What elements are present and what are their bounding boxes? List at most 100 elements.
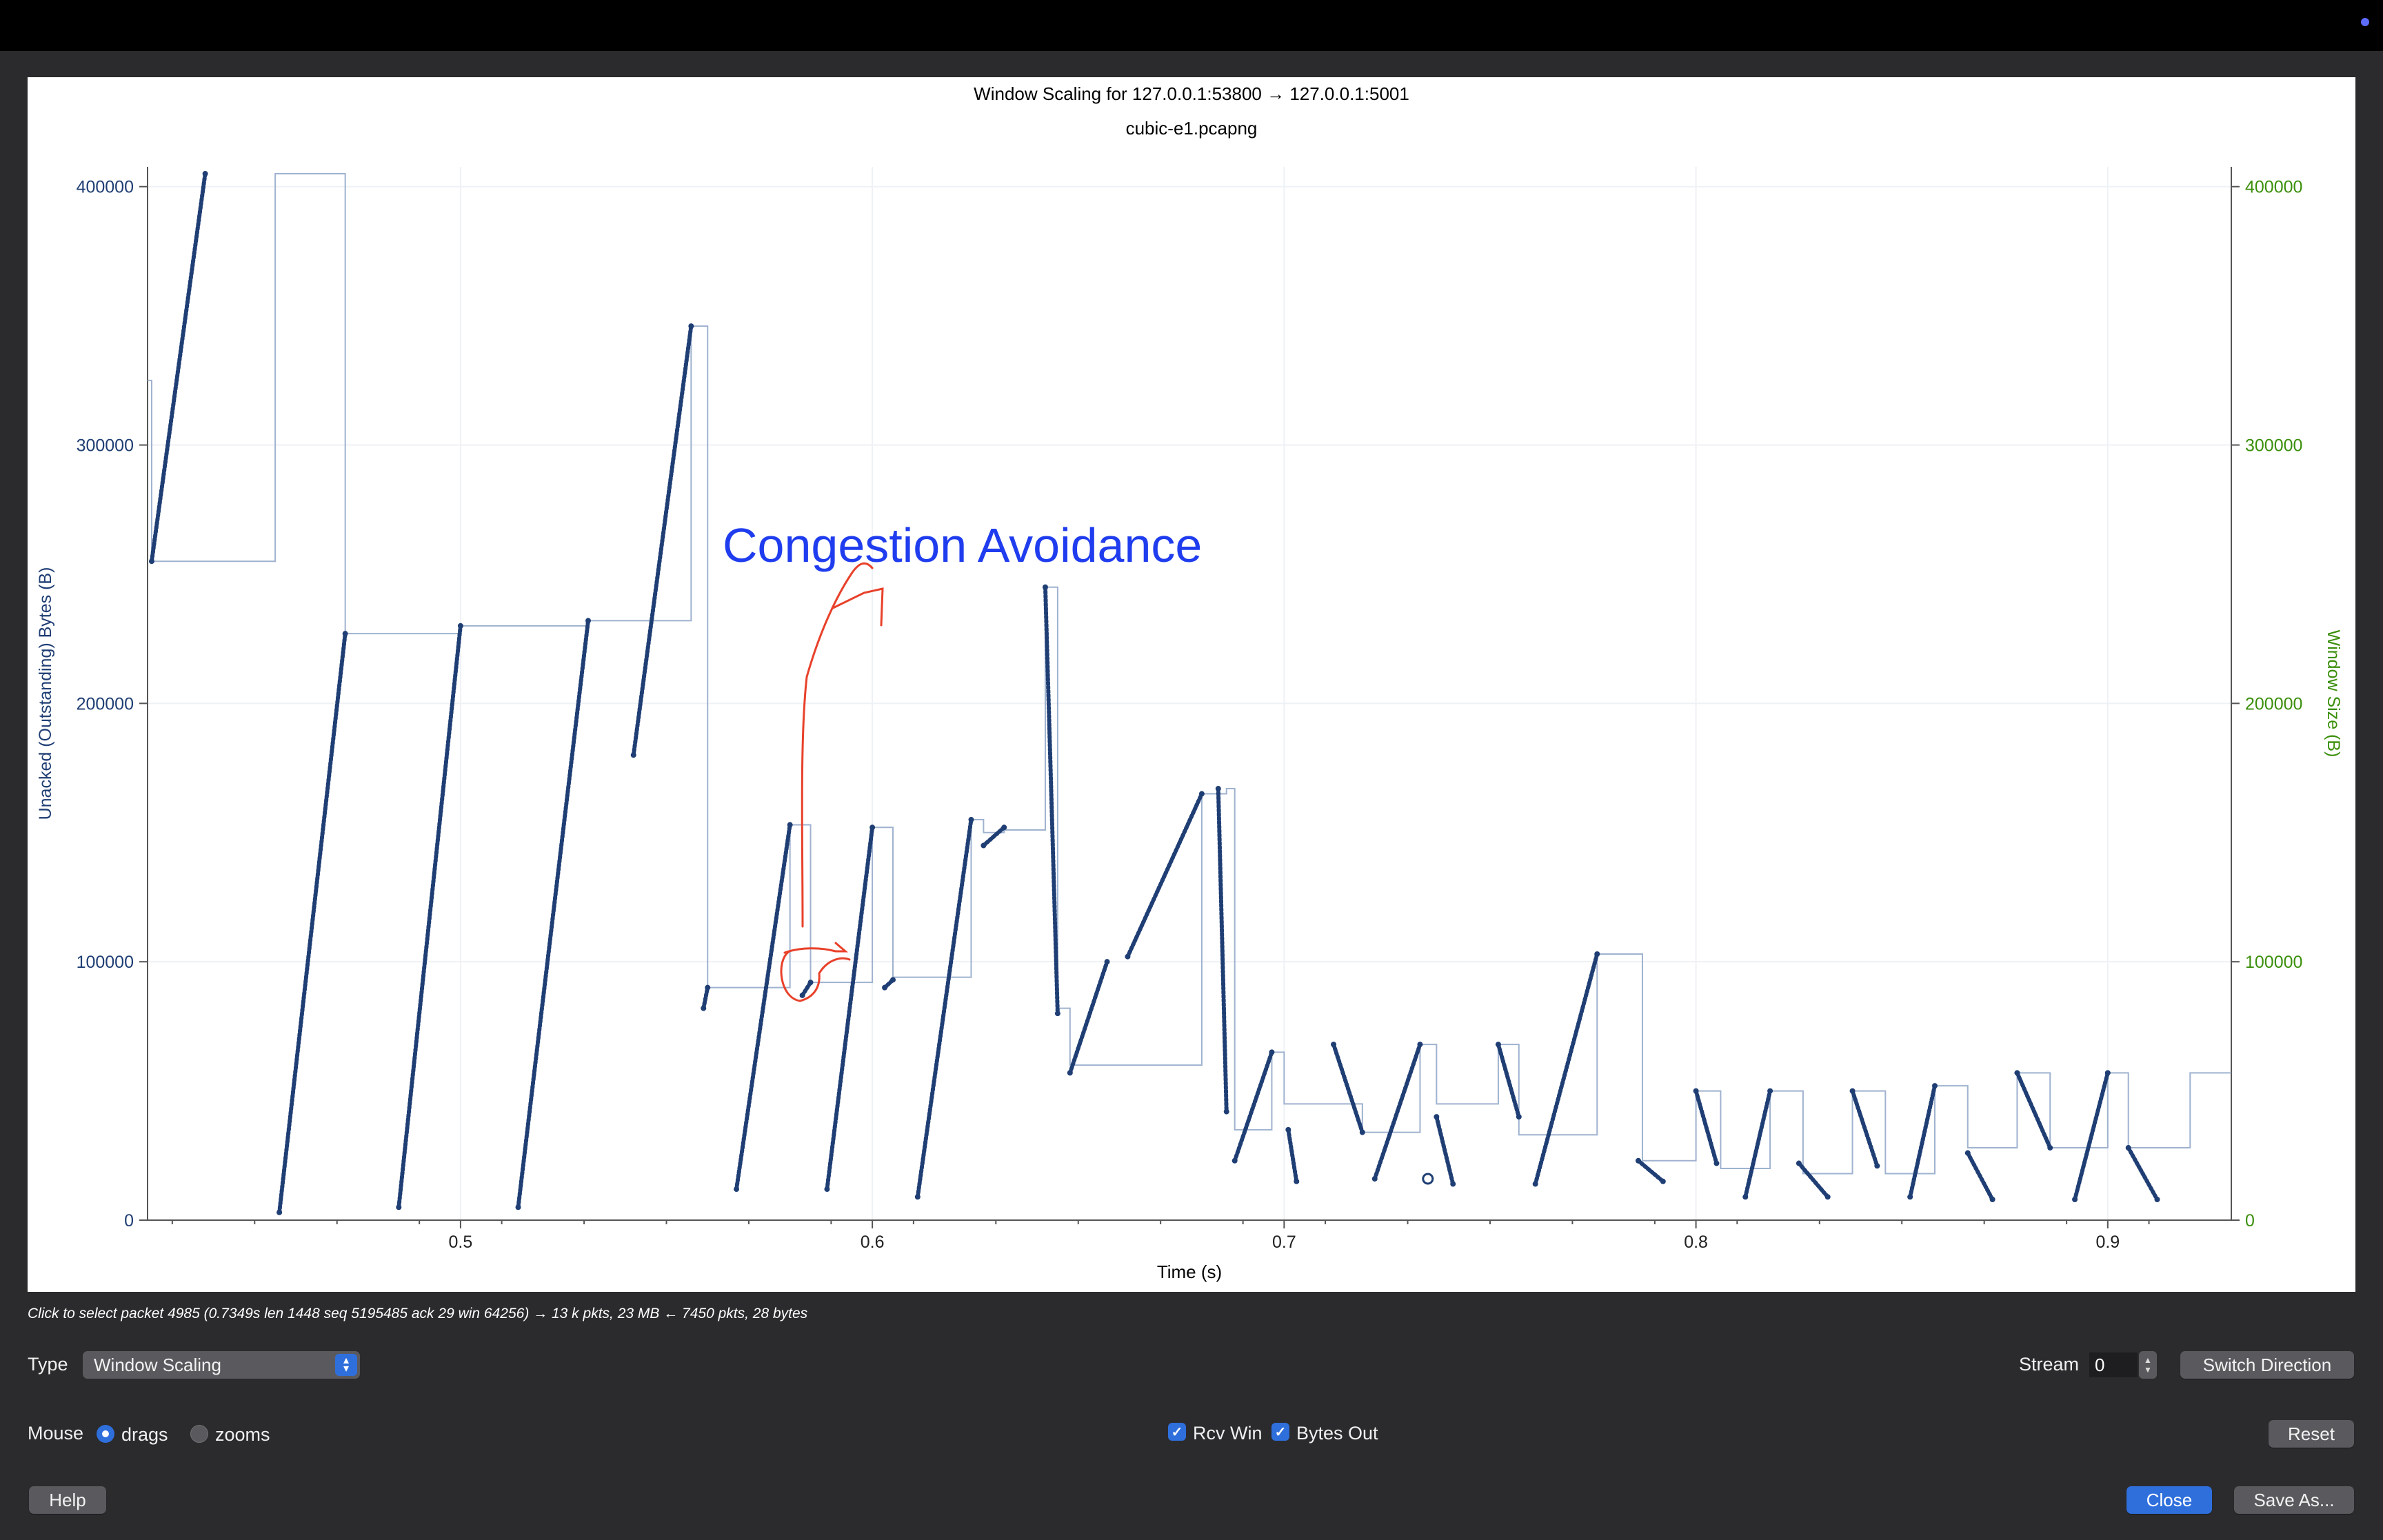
bytes-out-point (1223, 1108, 1229, 1115)
bytes-out-point (1989, 1197, 1995, 1203)
bytes-out-point (276, 1209, 283, 1215)
bytes-out-point (1215, 786, 1221, 792)
bytes-out-point (1054, 1011, 1060, 1017)
bytes-out-point (342, 631, 348, 637)
bytes-out-point (734, 1186, 740, 1193)
y-tick-label-left: 300000 (77, 436, 134, 456)
bytes-out-segment (1693, 1088, 1719, 1166)
bytes-out-segment (2015, 1071, 2053, 1151)
annotation-arrow-head (832, 587, 884, 627)
plot-area (148, 171, 2231, 1215)
rcv-win-checkbox[interactable]: ✓ (1168, 1423, 1186, 1441)
bytes-out-segment (277, 631, 348, 1215)
y-tick-label-right: 100000 (2245, 953, 2302, 972)
bytes-out-segment (701, 985, 710, 1011)
help-button[interactable]: Help (29, 1486, 106, 1514)
bytes-out-point (914, 1194, 921, 1200)
close-button[interactable]: Close (2126, 1486, 2212, 1514)
zooms-radio[interactable] (190, 1425, 208, 1443)
annotation-text: Congestion Avoidance (723, 518, 1202, 572)
bytes-out-point (1824, 1194, 1831, 1200)
y-tick-label-left: 100000 (77, 953, 134, 972)
bytes-out-segment (516, 618, 591, 1210)
bytes-out-segment (1533, 951, 1600, 1186)
bytes-out-segment (1496, 1042, 1521, 1119)
bytes-out-point (1125, 953, 1131, 960)
chart-title: Window Scaling for 127.0.0.1:53800 → 127… (974, 83, 1409, 104)
bytes-out-point (2125, 1145, 2131, 1151)
zooms-label[interactable]: zooms (215, 1424, 270, 1445)
x-axis-label: Time (s) (1157, 1262, 1222, 1282)
bytes-out-point (148, 558, 154, 565)
bytes-out-point (889, 977, 896, 983)
window-scaling-chart[interactable]: Window Scaling for 127.0.0.1:53800 → 127… (28, 77, 2355, 1292)
bytes-out-segment (1331, 1042, 1365, 1135)
stream-stepper[interactable]: ▲ ▼ (2139, 1351, 2157, 1379)
bytes-out-segment (1908, 1084, 1937, 1199)
y-tick-label-left: 200000 (77, 694, 134, 713)
save-as-button[interactable]: Save As... (2234, 1486, 2354, 1514)
stepper-up-icon[interactable]: ▲ (2144, 1355, 2152, 1365)
y-tick-label-right: 0 (2245, 1211, 2255, 1230)
bytes-out-point (1104, 959, 1110, 965)
rcv-win-label[interactable]: Rcv Win (1193, 1423, 1263, 1443)
bytes-out-point (2047, 1145, 2053, 1151)
bytes-out-point (1635, 1157, 1641, 1164)
bytes-out-segment (396, 623, 463, 1210)
bytes-out-point (396, 1204, 402, 1210)
rcv-win-series (148, 173, 2231, 1175)
bytes-out-point (1849, 1088, 1856, 1094)
stream-input[interactable]: 0 (2089, 1352, 2138, 1377)
bytes-out-point (1067, 1070, 1073, 1076)
bytes-out-segment (1434, 1115, 1456, 1186)
bytes-out-point (1285, 1126, 1291, 1133)
bytes-out-point (1594, 951, 1600, 957)
chevron-updown-icon: ▴ ▾ (335, 1354, 357, 1376)
graph-type-select[interactable]: Window Scaling ▴ ▾ (83, 1351, 360, 1379)
bytes-out-point (807, 980, 814, 986)
chart-subtitle: cubic-e1.pcapng (1126, 118, 1258, 139)
stepper-down-icon[interactable]: ▼ (2144, 1365, 2152, 1375)
y-tick-label-right: 300000 (2245, 436, 2302, 456)
bytes-out-segment (825, 825, 875, 1192)
y-tick-label-right: 400000 (2245, 178, 2302, 197)
annotation-arrow-stroke (801, 562, 874, 928)
bytes-out-segment (915, 818, 974, 1199)
bytes-out-point (1742, 1194, 1749, 1200)
selected-packet-marker (1422, 1173, 1434, 1185)
bytes-out-segment (1125, 791, 1204, 959)
bytes-out-point (585, 618, 592, 624)
bytes-out-point (882, 984, 888, 991)
bytes-out-segment (1965, 1151, 1995, 1202)
bytes-out-segment (1636, 1158, 1665, 1184)
bytes-out-label[interactable]: Bytes Out (1296, 1423, 1378, 1443)
bytes-out-point (705, 984, 711, 991)
bytes-out-point (2072, 1197, 2078, 1203)
bytes-out-point (1042, 584, 1048, 590)
bytes-out-point (1874, 1163, 1880, 1169)
reset-button[interactable]: Reset (2269, 1420, 2354, 1448)
chart-panel[interactable]: Window Scaling for 127.0.0.1:53800 → 127… (28, 77, 2355, 1292)
bytes-out-segment (1850, 1088, 1880, 1168)
bytes-out-segment (149, 172, 208, 564)
bytes-out-point (1693, 1088, 1699, 1094)
status-dot-icon (2361, 18, 2369, 26)
bytes-out-point (2104, 1070, 2111, 1076)
bytes-out-segment (734, 822, 792, 1192)
drags-label[interactable]: drags (121, 1424, 168, 1445)
bytes-out-point (1231, 1157, 1238, 1164)
bytes-out-checkbox[interactable]: ✓ (1271, 1423, 1289, 1441)
bytes-out-point (981, 842, 987, 849)
bytes-out-point (1198, 791, 1205, 797)
bytes-out-point (515, 1204, 521, 1210)
annotation-loop-stroke (780, 950, 851, 1002)
bytes-out-point (688, 323, 694, 330)
bytes-out-segment (1286, 1127, 1299, 1184)
y-tick-label-left: 0 (124, 1211, 134, 1230)
bytes-out-point (1964, 1150, 1971, 1156)
graph-type-value: Window Scaling (94, 1354, 221, 1375)
bytes-out-point (1767, 1088, 1773, 1094)
drags-radio[interactable] (97, 1425, 114, 1443)
switch-direction-button[interactable]: Switch Direction (2180, 1351, 2354, 1379)
y-tick-label-left: 400000 (77, 178, 134, 197)
